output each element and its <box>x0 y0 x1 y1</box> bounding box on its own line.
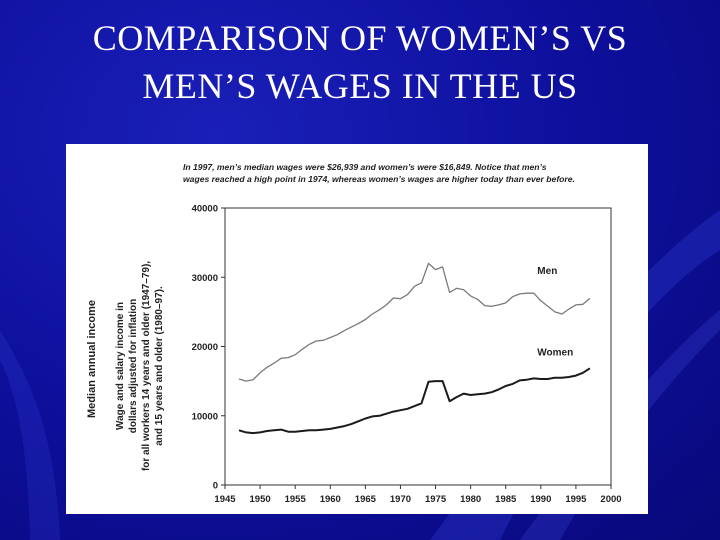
slide-title-line-1: COMPARISON OF WOMEN’S VS <box>92 18 628 58</box>
y-tick-label: 0 <box>213 481 218 492</box>
chart-figure: In 1997, men’s median wages were $26,939… <box>66 144 648 514</box>
y-axis-subtitle-line-1: Wage and salary income in <box>115 302 126 430</box>
series-line-women <box>238 367 591 435</box>
chart-note-line-1: In 1997, men’s median wages were $26,939… <box>183 162 547 172</box>
plot-frame <box>224 207 612 486</box>
y-axis-subtitle-line-4: and 15 years and older (1980–97). <box>154 286 165 446</box>
x-tick-label: 1990 <box>530 494 551 505</box>
x-tick-label: 1955 <box>285 494 307 505</box>
x-tick-label: 1960 <box>320 494 341 505</box>
chart-note-line-2: wages reached a high point in 1974, wher… <box>183 174 575 184</box>
series-line-men <box>238 262 591 382</box>
y-axis-subtitle: Wage and salary income in dollars adjust… <box>115 261 165 471</box>
x-tick-label: 1945 <box>214 494 236 505</box>
x-tick-label: 1970 <box>390 494 411 505</box>
series-label-men: Men <box>537 266 557 277</box>
y-axis-subtitle-line-3: for all workers 14 years and older (1947… <box>141 261 152 471</box>
x-tick-label: 1995 <box>565 494 587 505</box>
x-tick-label: 1980 <box>460 494 481 505</box>
slide-title-line-2: MEN’S WAGES IN THE US <box>142 66 578 106</box>
plot-area: 0 10000 20000 30000 40000 1945 1950 1955 1960 196… <box>192 204 622 506</box>
y-tick-label: 20000 <box>192 342 218 353</box>
x-tick-label: 1975 <box>425 494 447 505</box>
x-tick-label: 1985 <box>495 494 517 505</box>
y-axis-title: Median annual income <box>86 300 98 418</box>
x-tick-label: 1950 <box>250 494 271 505</box>
slide-title: COMPARISON OF WOMEN’S VS MEN’S WAGES IN … <box>0 14 720 110</box>
line-chart: In 1997, men’s median wages were $26,939… <box>86 162 622 506</box>
x-tick-label: 2000 <box>600 494 621 505</box>
y-axis-subtitle-line-2: dollars adjusted for inflation <box>128 299 139 433</box>
y-tick-label: 40000 <box>192 204 218 215</box>
series-label-women: Women <box>537 348 573 359</box>
y-tick-label: 10000 <box>192 411 218 422</box>
y-tick-label: 30000 <box>192 273 218 284</box>
x-tick-label: 1965 <box>355 494 377 505</box>
